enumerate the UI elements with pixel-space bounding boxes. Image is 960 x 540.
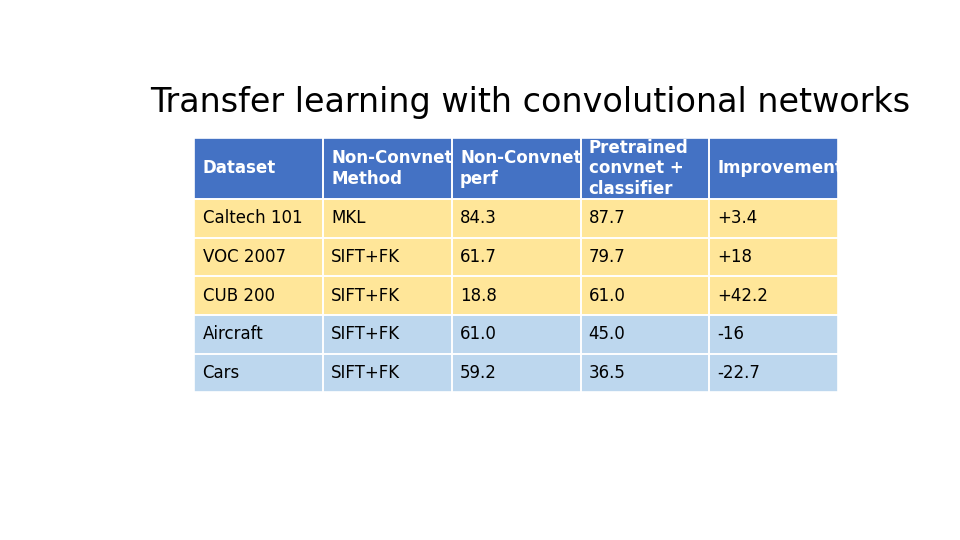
Text: -16: -16 [717,326,744,343]
Text: SIFT+FK: SIFT+FK [331,287,400,305]
Text: 61.0: 61.0 [588,287,626,305]
Text: MKL: MKL [331,210,366,227]
Bar [452,315,581,354]
Text: 59.2: 59.2 [460,364,497,382]
Text: Transfer learning with convolutional networks: Transfer learning with convolutional net… [150,85,910,119]
Text: Improvement: Improvement [717,159,843,177]
Bar [709,138,838,199]
Text: SIFT+FK: SIFT+FK [331,326,400,343]
Bar [581,138,709,199]
Bar [324,238,452,276]
Text: 36.5: 36.5 [588,364,626,382]
Bar [194,354,324,393]
Text: 61.0: 61.0 [460,326,497,343]
Bar [452,138,581,199]
Bar [581,199,709,238]
Text: +18: +18 [717,248,753,266]
Bar [581,276,709,315]
Bar [324,138,452,199]
Text: 61.7: 61.7 [460,248,497,266]
Bar [194,276,324,315]
Bar [324,199,452,238]
Bar [709,199,838,238]
Text: 18.8: 18.8 [460,287,497,305]
Bar [324,276,452,315]
Bar [194,238,324,276]
Text: Caltech 101: Caltech 101 [203,210,302,227]
Bar [194,315,324,354]
Bar [709,354,838,393]
Bar [581,238,709,276]
Text: Dataset: Dataset [203,159,276,177]
Text: 84.3: 84.3 [460,210,497,227]
Bar [581,354,709,393]
Text: +3.4: +3.4 [717,210,757,227]
Text: 79.7: 79.7 [588,248,626,266]
Text: VOC 2007: VOC 2007 [203,248,285,266]
Text: SIFT+FK: SIFT+FK [331,248,400,266]
Bar [581,315,709,354]
Text: +42.2: +42.2 [717,287,768,305]
Text: Non-Convnet
perf: Non-Convnet perf [460,149,582,188]
Text: CUB 200: CUB 200 [203,287,275,305]
Bar [194,199,324,238]
Bar [324,315,452,354]
Text: -22.7: -22.7 [717,364,760,382]
Bar [452,199,581,238]
Bar [709,315,838,354]
Text: Pretrained
convnet +
classifier: Pretrained convnet + classifier [588,139,688,198]
Bar [709,238,838,276]
Bar [452,238,581,276]
Text: 87.7: 87.7 [588,210,626,227]
Bar [709,276,838,315]
Text: Cars: Cars [203,364,240,382]
Text: Aircraft: Aircraft [203,326,263,343]
Text: SIFT+FK: SIFT+FK [331,364,400,382]
Text: 45.0: 45.0 [588,326,626,343]
Text: Non-Convnet
Method: Non-Convnet Method [331,149,453,188]
Bar [452,354,581,393]
Bar [452,276,581,315]
Bar [194,138,324,199]
Bar [324,354,452,393]
